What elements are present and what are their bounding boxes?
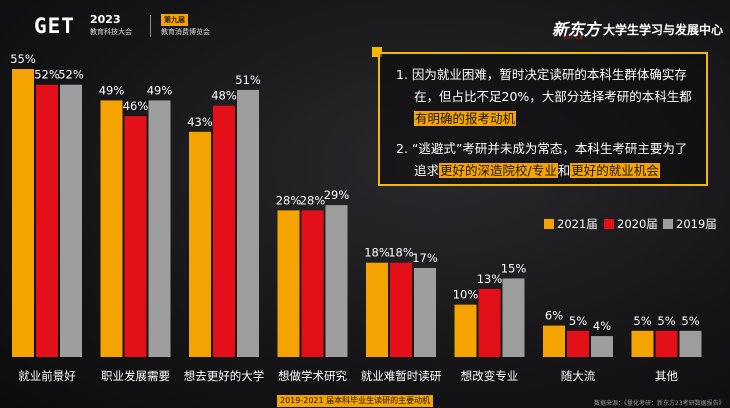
- value-label-4-series-2: 17%: [412, 251, 438, 265]
- value-label-7-series-0: 5%: [633, 314, 651, 328]
- value-label-5-series-2: 15%: [501, 261, 527, 275]
- value-label-1-series-0: 49%: [99, 83, 125, 97]
- data-source: 数据来源：《量化考研：新东方23考研数据报告》: [594, 400, 725, 407]
- note-1-line-3: 有明确的报考动机: [414, 108, 517, 130]
- bar-7-series-2: [679, 330, 702, 357]
- bar-4-series-0: [366, 262, 388, 357]
- value-label-6-series-1: 5%: [569, 314, 587, 328]
- value-label-3-series-2: 29%: [324, 188, 350, 202]
- note-2-line-2: 追求更好的深造院校/专业和更好的就业机会: [414, 160, 660, 182]
- category-label-5: 想改变专业: [461, 369, 519, 383]
- note-2-line-1: 2. “逃避式”考研并未成为常态，本科生考研主要为了: [396, 141, 688, 156]
- bar-1-series-1: [124, 116, 147, 357]
- bar-2-series-1: [213, 105, 235, 358]
- value-label-0-series-0: 55%: [10, 52, 36, 66]
- category-label-4: 就业难暂时读研: [361, 369, 442, 383]
- category-label-3: 想做学术研究: [278, 369, 347, 383]
- bar-3-series-0: [277, 210, 300, 357]
- value-label-4-series-1: 18%: [388, 246, 414, 260]
- note-2-mid: 和: [557, 163, 571, 178]
- value-label-3-series-1: 28%: [300, 193, 326, 207]
- note-1-line-1: 1. 因为就业困难，暂时决定读研的本科生群体确实存: [396, 67, 687, 82]
- bar-3-series-1: [301, 210, 324, 357]
- logo-year: 2023: [90, 13, 121, 26]
- note-box: 1. 因为就业困难，暂时决定读研的本科生群体确实存 在，但占比不足20%，大部分…: [378, 52, 708, 186]
- value-label-2-series-1: 48%: [211, 89, 237, 103]
- value-label-1-series-1: 46%: [123, 99, 149, 113]
- value-label-0-series-1: 52%: [34, 68, 60, 82]
- header-divider: [150, 15, 151, 37]
- category-label-2: 想去更好的大学: [184, 369, 265, 383]
- bar-0-series-0: [12, 69, 34, 357]
- chart-caption: 2019-2021 届本科毕业生读研的主要动机: [277, 395, 434, 407]
- category-label-6: 随大流: [561, 369, 596, 383]
- bar-4-series-2: [414, 267, 436, 357]
- bar-3-series-2: [325, 205, 348, 357]
- bar-5-series-1: [478, 288, 501, 357]
- bar-7-series-0: [631, 330, 654, 357]
- bar-2-series-0: [189, 131, 211, 357]
- bar-6-series-0: [543, 325, 565, 357]
- note-corner-accent: [372, 47, 382, 57]
- note-1-highlight: 有明确的报考动机: [414, 111, 517, 126]
- expo-title: 教育消费博览会: [161, 28, 210, 36]
- value-label-2-series-0: 43%: [187, 115, 213, 129]
- bar-5-series-0: [454, 304, 477, 357]
- value-label-1-series-2: 49%: [147, 83, 173, 97]
- value-label-4-series-0: 18%: [364, 246, 390, 260]
- brand-logo: 新东方: [552, 20, 601, 39]
- legend-swatch-0: [544, 219, 554, 229]
- value-label-5-series-0: 10%: [453, 288, 479, 302]
- bar-5-series-2: [502, 278, 525, 357]
- legend-label-2: 2019届: [676, 217, 717, 231]
- note-2-prefix: 追求: [414, 163, 440, 178]
- legend-swatch-1: [604, 219, 614, 229]
- bar-6-series-1: [567, 330, 589, 357]
- category-label-0: 就业前景好: [18, 369, 76, 383]
- bar-2-series-2: [237, 89, 259, 357]
- note-2-highlight-1: 更好的深造院校/专业: [439, 163, 558, 178]
- logo-subtitle: 教育科技大会: [90, 28, 132, 36]
- bar-6-series-2: [591, 336, 613, 357]
- note-2-highlight-2: 更好的就业机会: [570, 163, 660, 178]
- value-label-2-series-2: 51%: [235, 73, 261, 87]
- legend-label-0: 2021届: [557, 217, 598, 231]
- legend-swatch-2: [663, 219, 673, 229]
- bar-1-series-0: [100, 100, 123, 357]
- brand-sub: XDF.CN: [563, 35, 584, 40]
- value-label-6-series-0: 6%: [545, 309, 563, 323]
- bar-4-series-1: [390, 262, 412, 357]
- value-label-7-series-2: 5%: [681, 314, 699, 328]
- bar-7-series-1: [655, 330, 678, 357]
- category-label-7: 其他: [655, 369, 678, 383]
- legend-label-1: 2020届: [617, 217, 658, 231]
- note-1-line-2: 在，但占比不足20%，大部分选择考研的本科生都: [414, 89, 692, 104]
- bar-0-series-1: [36, 84, 58, 357]
- value-label-7-series-1: 5%: [657, 314, 675, 328]
- value-label-5-series-1: 13%: [477, 272, 503, 286]
- header: GET 2023 教育科技大会 第九届 教育消费博览会 新东方 XDF.CN 大…: [0, 0, 730, 42]
- expo-badge: 第九届: [161, 14, 188, 26]
- value-label-0-series-2: 52%: [58, 68, 84, 82]
- value-label-3-series-0: 28%: [276, 193, 302, 207]
- center-title: 大学生学习与发展中心: [603, 23, 724, 37]
- value-label-6-series-2: 4%: [593, 319, 611, 333]
- category-label-1: 职业发展需要: [101, 369, 170, 383]
- bar-1-series-2: [148, 100, 171, 357]
- get-logo: GET: [34, 14, 75, 38]
- bar-0-series-2: [60, 84, 82, 357]
